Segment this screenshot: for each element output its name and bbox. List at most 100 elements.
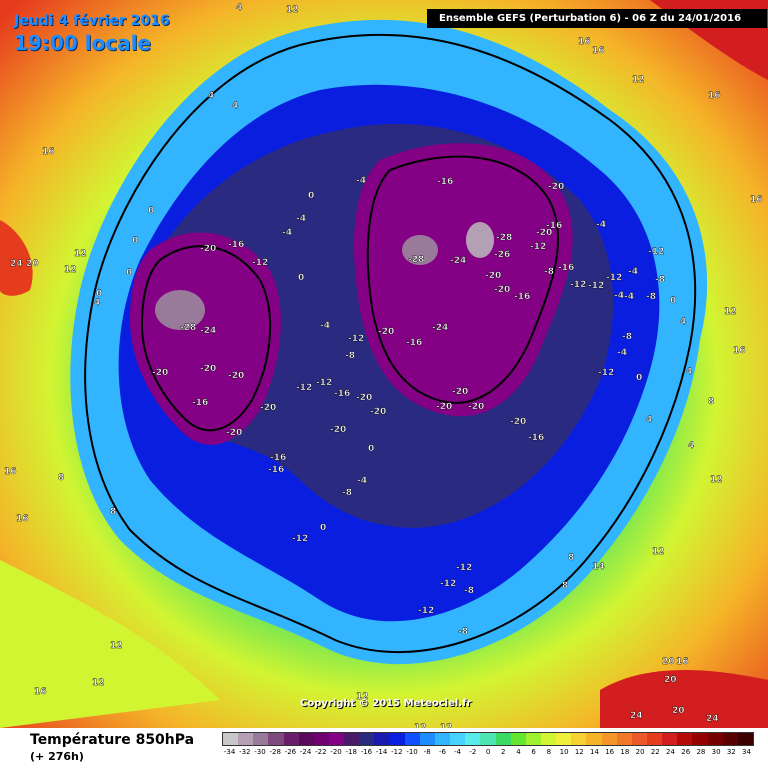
hot-region-west	[0, 220, 33, 296]
isotherm-label: -20	[226, 428, 242, 438]
isotherm-label: -12	[648, 247, 664, 257]
lead-time: (+ 276h)	[30, 750, 84, 763]
isotherm-label: 4	[686, 367, 692, 377]
isotherm-label: -20	[510, 417, 526, 427]
isotherm-label: -20	[436, 402, 452, 412]
isotherm-labels: -28 -24-20 -16-12-20 -20-20-16 -20-20-16-16-…	[4, 3, 763, 728]
temperature-color-scale: -34 -32 -30 -28 -26 -24 -22 -20 -18 -16 -14 -12 -10-…	[222, 732, 754, 760]
scale-label: 16	[605, 748, 615, 756]
forecast-local-time: 19:00 locale	[14, 31, 151, 55]
isotherm-label: 20	[26, 259, 39, 269]
isotherm-label: -20	[378, 327, 394, 337]
isotherm-label: 12	[710, 475, 723, 485]
isotherm-label: 16	[42, 147, 55, 157]
scale-swatch	[313, 733, 329, 745]
scale-swatch	[571, 733, 587, 745]
isotherm-label: -8	[345, 351, 355, 361]
scale-label: 14	[590, 748, 599, 756]
scale-label: 10	[559, 748, 569, 756]
isotherm-label: 4	[688, 441, 694, 451]
isotherm-label: -12	[292, 534, 308, 544]
isotherm-label: 4	[232, 101, 238, 111]
isotherm-label: 0	[96, 289, 102, 299]
temperature-map: -28 -24-20 -16-12-20 -20-20-16 -20-20-16-16-…	[0, 0, 768, 728]
scale-swatch	[344, 733, 360, 745]
minus-twenty-isotherm-east	[366, 155, 560, 404]
warm-bulge-atlantic	[0, 560, 220, 728]
scale-swatch	[737, 733, 753, 745]
polar-vortex-east	[354, 143, 573, 417]
isotherm-label: -28	[496, 233, 512, 243]
isotherm-label: 12	[356, 692, 369, 702]
scale-label: 28	[696, 748, 706, 756]
scale-swatch	[238, 733, 254, 745]
isotherm-label: -20	[468, 402, 484, 412]
isotherm-label: 24	[630, 711, 643, 721]
minus-twenty-isotherm-west	[140, 245, 272, 432]
isotherm-label: -12	[588, 281, 604, 291]
isotherm-label: -20	[356, 393, 372, 403]
isotherm-label: -16	[334, 389, 350, 399]
isotherm-label: 12	[652, 547, 665, 557]
scale-label: -2	[469, 748, 477, 756]
isotherm-label: -26	[494, 250, 510, 260]
scale-label: -4	[454, 748, 462, 756]
scale-label: -6	[438, 748, 446, 756]
isotherm-label: 8	[110, 507, 116, 517]
isotherm-label: -20	[228, 371, 244, 381]
hot-region-africa	[600, 670, 768, 728]
isotherm-label: -8	[342, 488, 352, 498]
isotherm-label: -16	[514, 292, 530, 302]
isotherm-label: -8	[622, 332, 632, 342]
isotherm-label: 4	[94, 298, 100, 308]
scale-swatch	[662, 733, 678, 745]
scale-swatch	[722, 733, 738, 745]
isotherm-label: 8	[708, 397, 714, 407]
scale-swatch	[268, 733, 284, 745]
scale-label: 30	[711, 748, 721, 756]
isotherm-label: -4	[357, 476, 367, 486]
isotherm-label: -20	[260, 403, 276, 413]
isotherm-label: -24	[200, 326, 216, 336]
isotherm-label: 20	[662, 657, 675, 667]
isotherm-label: -28	[180, 323, 196, 333]
isotherm-label: -28	[408, 255, 424, 265]
model-run-banner: Ensemble GEFS (Perturbation 6) - 06 Z du…	[427, 9, 767, 28]
isotherm-label: 24	[706, 714, 719, 724]
isotherm-label: -24	[450, 256, 466, 266]
isotherm-label: -8	[544, 267, 554, 277]
isotherm-label: -4	[320, 321, 330, 331]
scale-label: -30	[254, 748, 266, 756]
isotherm-label: 12	[74, 249, 87, 259]
scale-swatch	[540, 733, 557, 745]
isotherm-label: 12	[414, 723, 427, 728]
scale-swatch	[510, 733, 526, 745]
scale-swatch	[586, 733, 602, 745]
isotherm-label: -20	[200, 244, 216, 254]
scale-swatch	[480, 733, 496, 745]
variable-title: Température 850hPa	[30, 732, 195, 748]
scale-label: 26	[681, 748, 691, 756]
scale-label: 18	[620, 748, 630, 756]
scale-swatch	[525, 733, 541, 745]
isotherm-label: -16	[528, 433, 544, 443]
isotherm-label: 12	[440, 723, 453, 728]
isotherm-label: 0	[368, 444, 374, 454]
scale-label: 22	[650, 748, 660, 756]
scale-swatch	[495, 733, 511, 745]
isotherm-label: -16	[228, 240, 244, 250]
scale-label: -14	[375, 748, 388, 756]
isotherm-label: 4	[236, 3, 242, 13]
isotherm-label: -8	[458, 627, 468, 637]
isotherm-label: -4	[624, 292, 634, 302]
scale-label: 0	[485, 748, 491, 756]
scale-swatch	[374, 733, 390, 745]
isotherm-label: -12	[252, 258, 268, 268]
isotherm-label: -4	[617, 348, 627, 358]
scale-swatch	[601, 733, 617, 745]
color-scale-labels: -34 -32 -30 -28 -26 -24 -22 -20 -18 -16 -14 -12 -10-…	[222, 746, 754, 760]
isotherm-label: 8	[568, 553, 574, 563]
isotherm-label: -8	[655, 275, 665, 285]
isotherm-label: -20	[152, 368, 168, 378]
